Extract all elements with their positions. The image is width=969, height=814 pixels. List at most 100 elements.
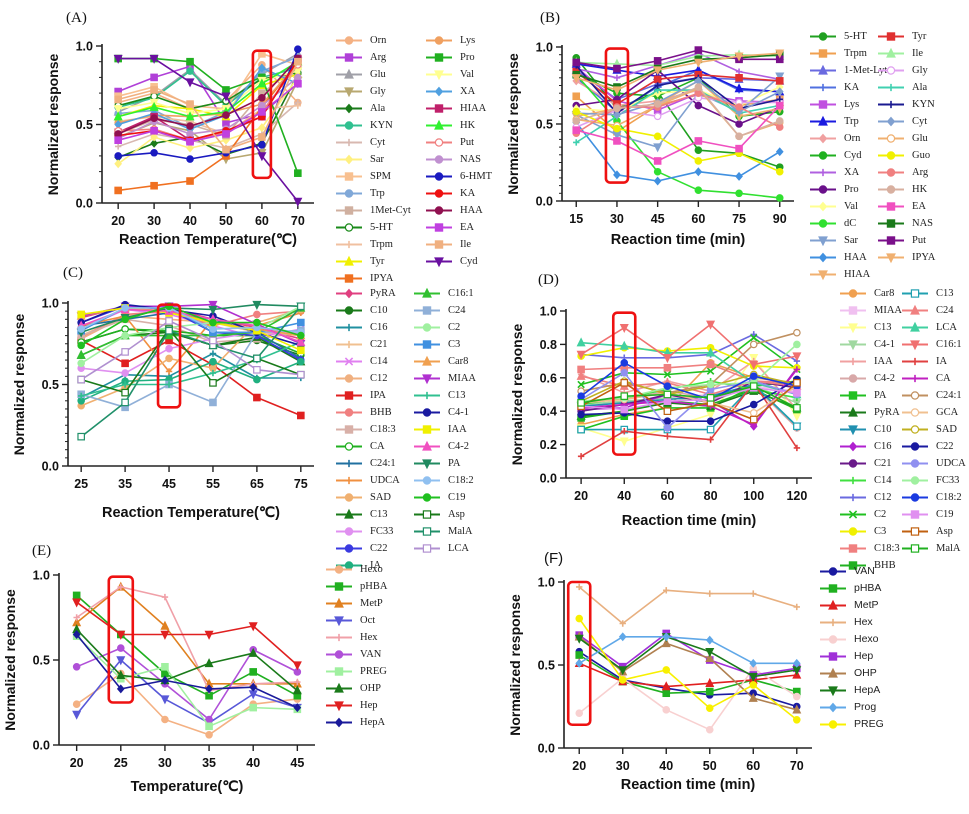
x-tick-label: 20	[572, 759, 586, 773]
legend-label: Tyr	[912, 31, 927, 42]
data-point-hk	[257, 78, 267, 88]
legend-label: Arg	[370, 52, 387, 63]
data-point-pro	[694, 101, 703, 110]
legend-marker	[828, 686, 838, 697]
legend-marker	[818, 236, 828, 247]
data-point-ipya	[571, 74, 581, 84]
legend-label: C16	[370, 322, 388, 333]
legend-marker	[910, 510, 920, 519]
legend-marker	[344, 493, 354, 502]
legend-swatch	[336, 206, 362, 215]
legend-swatch	[810, 185, 836, 194]
data-point-ile	[222, 145, 230, 154]
legend-marker	[828, 652, 838, 661]
legend-marker	[434, 155, 444, 164]
data-point-haa	[222, 111, 230, 119]
legend-swatch	[336, 374, 362, 383]
legend-swatch	[326, 616, 352, 627]
legend-label: Trp	[844, 116, 859, 127]
legend-label: C3	[874, 526, 887, 537]
data-point-ea	[735, 144, 743, 153]
y-tick-label: 0.2	[540, 438, 557, 452]
x-tick-label: 20	[574, 489, 588, 503]
legend-marker	[911, 357, 919, 366]
y-axis-title: Normalized response	[2, 589, 18, 731]
legend-marker	[819, 168, 827, 177]
data-point-haa	[735, 171, 743, 181]
legend-marker	[848, 289, 858, 298]
data-point-c13b	[121, 381, 129, 388]
legend-label: C13	[874, 322, 892, 333]
data-point-cyd	[257, 152, 267, 162]
legend-swatch	[426, 257, 452, 268]
legend-swatch	[878, 236, 904, 245]
legend-marker	[345, 459, 353, 468]
legend-marker	[886, 151, 896, 160]
legend-label: Hep	[360, 700, 378, 711]
data-point-hex	[294, 678, 301, 686]
data-point-ia	[621, 428, 628, 435]
data-point-c19	[209, 318, 217, 327]
data-point-5-ht	[694, 146, 703, 154]
series-line-spm	[117, 52, 299, 110]
data-point-mala	[749, 382, 758, 390]
legend-label: Orn	[844, 133, 861, 144]
legend-label: Glu	[912, 133, 928, 144]
panel-d: (D) 0.0 0.2 0.4 0.6 0.8 1.0 20 40 60 80 100 120 React…	[480, 255, 969, 571]
data-point-c22	[749, 400, 758, 409]
x-axis-title: Reaction time (min)	[621, 777, 756, 793]
legend-label: C12	[370, 373, 388, 384]
data-point-lca	[576, 337, 586, 347]
data-point-ea	[653, 157, 662, 165]
legend-swatch	[426, 138, 452, 147]
data-point-hepa	[116, 684, 125, 694]
legend-marker	[344, 87, 354, 98]
legend-label: C19	[936, 509, 954, 520]
legend-swatch	[336, 36, 362, 45]
legend-swatch	[326, 667, 352, 676]
legend-swatch	[820, 686, 846, 697]
legend-swatch	[810, 236, 836, 247]
legend-marker	[910, 408, 920, 417]
series-van	[72, 644, 302, 724]
data-point-hex	[663, 587, 670, 594]
data-point-gca	[749, 409, 758, 417]
legend-swatch	[336, 138, 362, 147]
legend-swatch	[336, 408, 362, 417]
data-point-put	[694, 46, 703, 54]
panel-label: (A)	[66, 10, 87, 26]
legend-label: HepA	[854, 684, 881, 696]
series-line-ile	[117, 61, 299, 151]
legend-label: Hex	[360, 632, 378, 643]
y-tick-label: 0.0	[33, 739, 50, 753]
legend-label: PA	[448, 458, 461, 469]
x-tick-label: 60	[255, 214, 269, 228]
series-line-lca	[581, 341, 798, 396]
legend-label: 6-HMT	[460, 171, 493, 182]
legend-label: C2	[874, 509, 887, 520]
data-point-hepa	[249, 682, 258, 692]
data-point-mala	[297, 302, 305, 311]
x-tick-label: 50	[703, 759, 717, 773]
data-point-hep	[160, 630, 170, 640]
legend-marker	[910, 289, 920, 298]
highlight-box	[251, 49, 273, 180]
data-point-hepa	[618, 666, 628, 676]
legend-label: PREG	[360, 666, 387, 677]
data-point-prog	[662, 632, 671, 642]
legend-label: Guo	[912, 150, 931, 161]
legend-label: C4-1	[874, 339, 895, 350]
legend-marker	[422, 510, 432, 519]
x-tick-label: 75	[294, 477, 308, 491]
legend-marker	[848, 459, 858, 468]
legend-swatch	[902, 527, 928, 536]
series-preg	[575, 614, 801, 724]
legend-marker	[911, 374, 919, 383]
legend-swatch	[840, 493, 866, 502]
data-point-metp	[661, 681, 671, 691]
series-line-hepa	[578, 636, 797, 678]
legend-marker	[910, 391, 920, 400]
legend-swatch	[414, 374, 440, 385]
legend-label: HIAA	[460, 103, 487, 114]
data-point-ohp	[292, 685, 302, 695]
